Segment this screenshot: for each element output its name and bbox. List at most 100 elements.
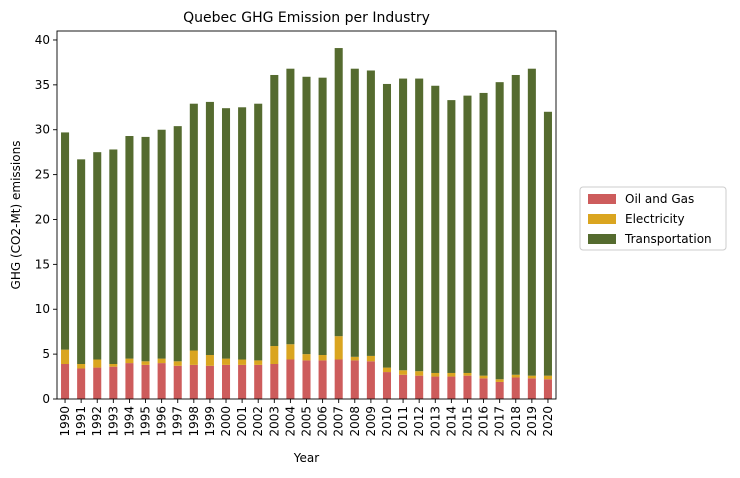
axes-layer: 0 5 10 15 20 25 30 35 40 1990 1991 1992 1993 1994 1995… (35, 30, 557, 437)
bar-electricity-1998 (189, 350, 198, 365)
bar-electricity-2019 (527, 375, 536, 379)
x-tick-label: 2005 (300, 406, 314, 437)
bar-electricity-2008 (350, 356, 359, 361)
bar-transportation-2015 (463, 95, 472, 373)
bar-electricity-2018 (511, 374, 520, 378)
bar-oil-and-gas-2010 (382, 372, 392, 399)
bar-transportation-1991 (77, 159, 86, 364)
bar-transportation-2010 (382, 83, 392, 368)
bar-electricity-1997 (173, 361, 182, 366)
bar-electricity-2004 (286, 344, 295, 360)
chart-title: Quebec GHG Emission per Industry (183, 10, 430, 26)
x-tick-label: 2004 (283, 406, 297, 437)
x-axis-label: Year (293, 451, 319, 465)
bar-electricity-2005 (302, 354, 311, 361)
y-axis-label: GHG (CO2-Mt) emissions (9, 141, 23, 290)
bar-transportation-2020 (543, 111, 552, 376)
bar-transportation-2006 (318, 77, 327, 356)
x-tick-label: 1994 (122, 406, 136, 437)
bar-oil-and-gas-1999 (205, 365, 214, 399)
bar-electricity-1996 (157, 358, 166, 364)
bar-electricity-1991 (77, 363, 86, 369)
x-tick-label: 1991 (74, 406, 88, 437)
bar-transportation-1992 (93, 152, 102, 360)
bar-oil-and-gas-1996 (157, 363, 166, 399)
x-tick-label: 2003 (267, 406, 281, 437)
bar-transportation-1998 (189, 103, 198, 351)
x-tick-label: 2013 (428, 406, 442, 437)
bar-electricity-2006 (318, 355, 327, 361)
bar-transportation-2017 (495, 82, 504, 380)
bar-electricity-2010 (382, 367, 392, 373)
x-tick-label: 2019 (525, 406, 539, 437)
y-tick-label: 25 (35, 168, 50, 182)
bar-electricity-2009 (366, 355, 375, 362)
bar-transportation-1999 (205, 101, 214, 356)
bar-oil-and-gas-2006 (318, 360, 327, 399)
bar-oil-and-gas-2000 (221, 364, 231, 399)
bar-oil-and-gas-2012 (415, 375, 424, 399)
bar-transportation-2019 (527, 68, 536, 376)
bar-transportation-2009 (366, 70, 375, 356)
bar-oil-and-gas-2002 (254, 364, 263, 399)
legend-label: Electricity (625, 212, 685, 226)
bar-transportation-1990 (61, 132, 70, 350)
x-tick-label: 1990 (58, 406, 72, 437)
bar-transportation-2012 (415, 78, 424, 372)
x-tick-label: 2015 (460, 406, 474, 437)
bar-transportation-2013 (431, 85, 440, 373)
bar-transportation-1995 (141, 136, 150, 362)
bar-transportation-1994 (125, 136, 134, 359)
bar-oil-and-gas-2007 (334, 359, 343, 399)
bar-electricity-1993 (109, 363, 118, 367)
bar-transportation-2018 (511, 74, 520, 375)
bar-oil-and-gas-2014 (447, 376, 456, 399)
bar-electricity-2011 (399, 370, 408, 375)
y-tick-label: 35 (35, 78, 50, 92)
x-tick-label: 2011 (396, 406, 410, 437)
bar-oil-and-gas-2019 (527, 378, 536, 399)
bar-transportation-1996 (157, 129, 166, 359)
bar-oil-and-gas-2004 (286, 359, 295, 399)
bar-electricity-1995 (141, 361, 150, 365)
bar-oil-and-gas-2001 (238, 364, 247, 399)
y-tick-label: 40 (35, 33, 50, 47)
x-tick-label: 1998 (187, 406, 201, 437)
bar-transportation-2001 (238, 107, 247, 360)
bar-oil-and-gas-1994 (125, 363, 134, 399)
y-tick-label: 15 (35, 257, 50, 271)
bar-oil-and-gas-1997 (173, 365, 182, 399)
x-tick-label: 1999 (203, 406, 217, 437)
x-tick-label: 1997 (171, 406, 185, 437)
legend-label: Oil and Gas (625, 192, 694, 206)
bar-transportation-2005 (302, 76, 311, 355)
x-tick-label: 2008 (348, 406, 362, 437)
y-tick-label: 10 (35, 302, 50, 316)
bar-transportation-2011 (399, 78, 408, 371)
legend-label: Transportation (624, 232, 712, 246)
x-tick-label: 2018 (509, 406, 523, 437)
bar-transportation-2008 (350, 68, 359, 357)
x-tick-label: 2020 (541, 406, 555, 437)
bar-oil-and-gas-2018 (511, 377, 520, 399)
bar-oil-and-gas-1992 (93, 367, 102, 399)
bar-electricity-2002 (254, 360, 263, 365)
legend-swatch (588, 214, 616, 224)
bar-oil-and-gas-2015 (463, 375, 472, 399)
bar-transportation-1993 (109, 149, 118, 364)
y-tick-label: 0 (42, 392, 50, 406)
bar-oil-and-gas-2011 (399, 374, 408, 399)
bar-oil-and-gas-1991 (77, 368, 86, 399)
legend-frame (579, 186, 727, 251)
bars-layer (61, 48, 552, 399)
bar-oil-and-gas-1990 (61, 363, 70, 399)
x-tick-label: 1992 (90, 406, 104, 437)
bar-electricity-2015 (463, 372, 472, 376)
x-tick-label: 2002 (251, 406, 265, 437)
x-tick-label: 2000 (219, 406, 233, 437)
bar-oil-and-gas-1993 (109, 366, 118, 399)
x-tick-label: 2006 (316, 406, 330, 437)
bar-electricity-2007 (334, 336, 343, 360)
